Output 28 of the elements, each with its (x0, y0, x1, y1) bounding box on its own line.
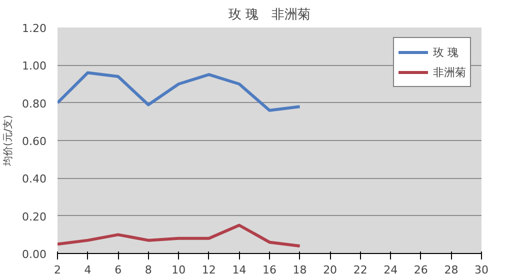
x-tick-label: 18 (292, 264, 307, 276)
line-series (58, 224, 302, 248)
y-tick-label: 0.40 (22, 172, 47, 186)
x-tick-label: 2 (54, 264, 61, 276)
x-tick-label: 12 (202, 264, 216, 276)
legend-label: 非洲菊 (433, 64, 466, 80)
x-tick-label: 26 (414, 264, 428, 276)
line-series (58, 71, 302, 112)
y-tick-label: 0.60 (22, 135, 47, 148)
chart-title: 玫 瑰 非洲菊 (228, 8, 311, 22)
x-tick-label: 14 (232, 264, 246, 276)
y-tick-label: 1.00 (22, 60, 47, 73)
x-tick-label: 6 (114, 264, 122, 276)
y-tick-label: 0.20 (22, 210, 47, 224)
x-tick-label: 22 (353, 264, 368, 276)
y-axis-title: 均价(元/支) (2, 114, 14, 168)
x-tick-label: 30 (474, 264, 488, 276)
x-tick-label: 20 (323, 264, 338, 276)
y-tick-label: 0.80 (22, 97, 47, 110)
x-tick-label: 4 (84, 264, 92, 276)
x-tick-label: 28 (444, 264, 458, 276)
x-tick-label: 8 (144, 264, 152, 276)
legend-label: 玫 瑰 (433, 44, 458, 60)
x-tick-label: 10 (172, 264, 186, 276)
y-tick-label: 0.00 (22, 248, 47, 261)
y-tick-label: 1.20 (22, 22, 47, 35)
x-tick-label: 16 (262, 264, 276, 276)
x-tick-label: 24 (384, 264, 398, 276)
